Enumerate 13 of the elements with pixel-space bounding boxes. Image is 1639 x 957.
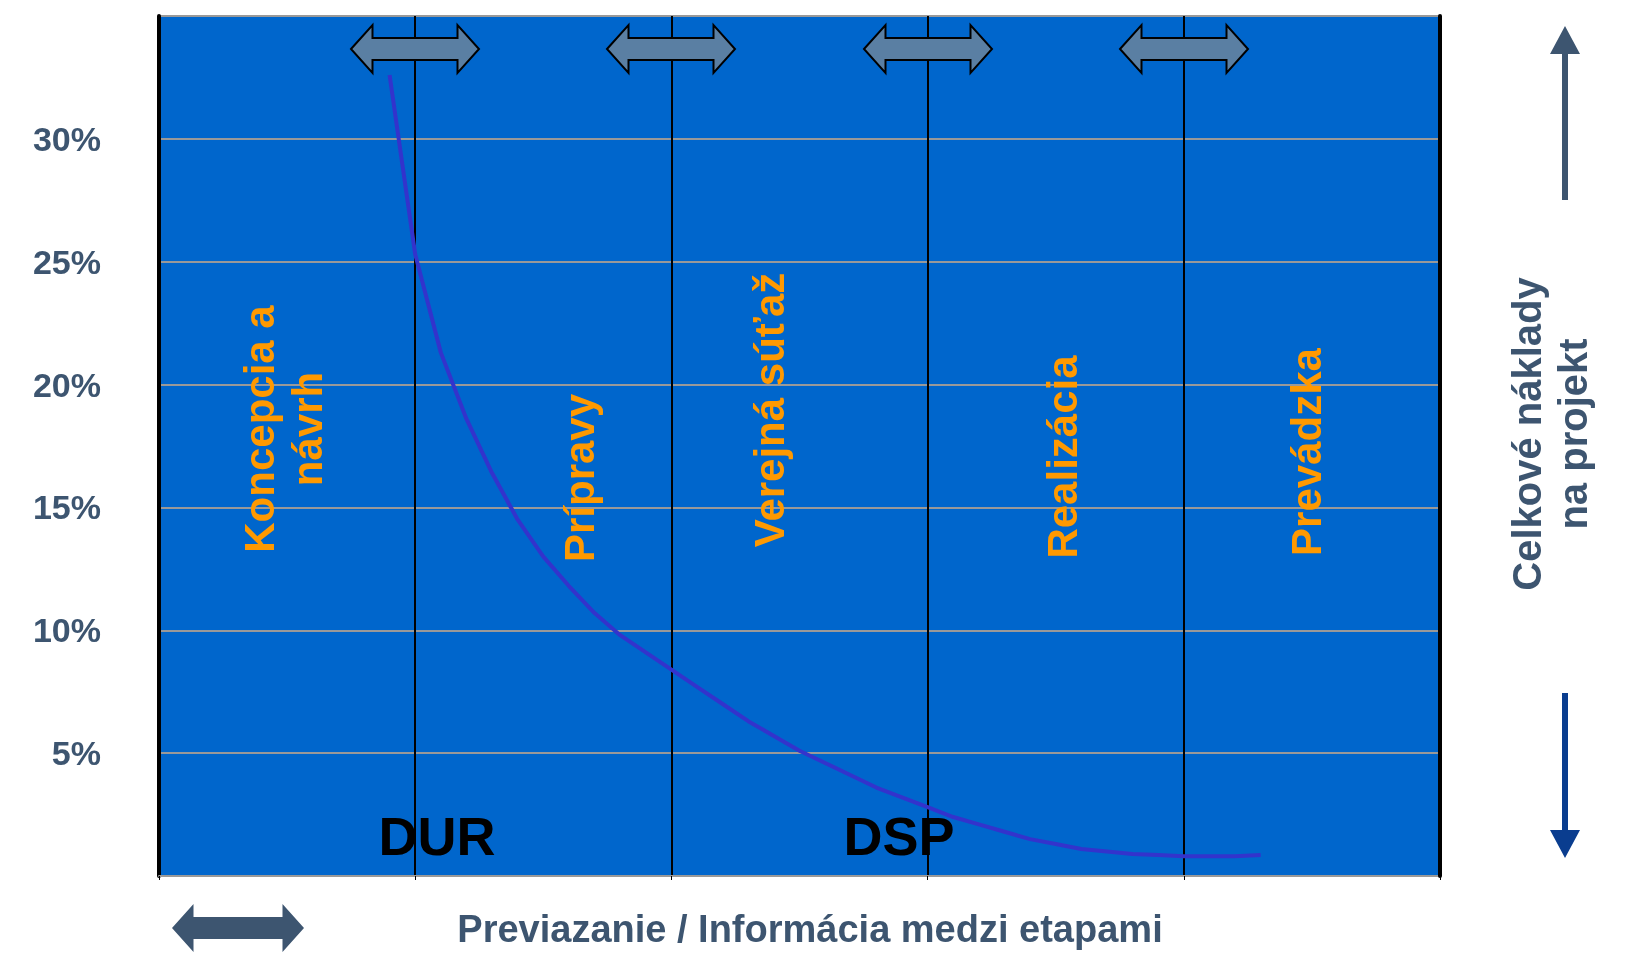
annotation: Realizácia — [1038, 355, 1087, 559]
annotation: Prípravy — [555, 393, 604, 563]
y-tick-label: 5% — [51, 734, 101, 773]
annotation: Prevádzka — [1282, 348, 1331, 556]
text: Previazanie / Informácia medzi etapami — [457, 908, 1163, 952]
annotation: Verejná súťaž — [745, 272, 794, 548]
annotation: Koncepcia a návrh — [235, 304, 332, 555]
y-tick-label: 30% — [32, 119, 101, 158]
y-tick-label: 10% — [32, 611, 101, 650]
y-tick-label: 15% — [32, 488, 101, 527]
y-tick-label: 25% — [32, 242, 101, 281]
y-tick-label: 20% — [32, 365, 101, 404]
text: Celkové náklady na projekt — [1504, 276, 1596, 593]
